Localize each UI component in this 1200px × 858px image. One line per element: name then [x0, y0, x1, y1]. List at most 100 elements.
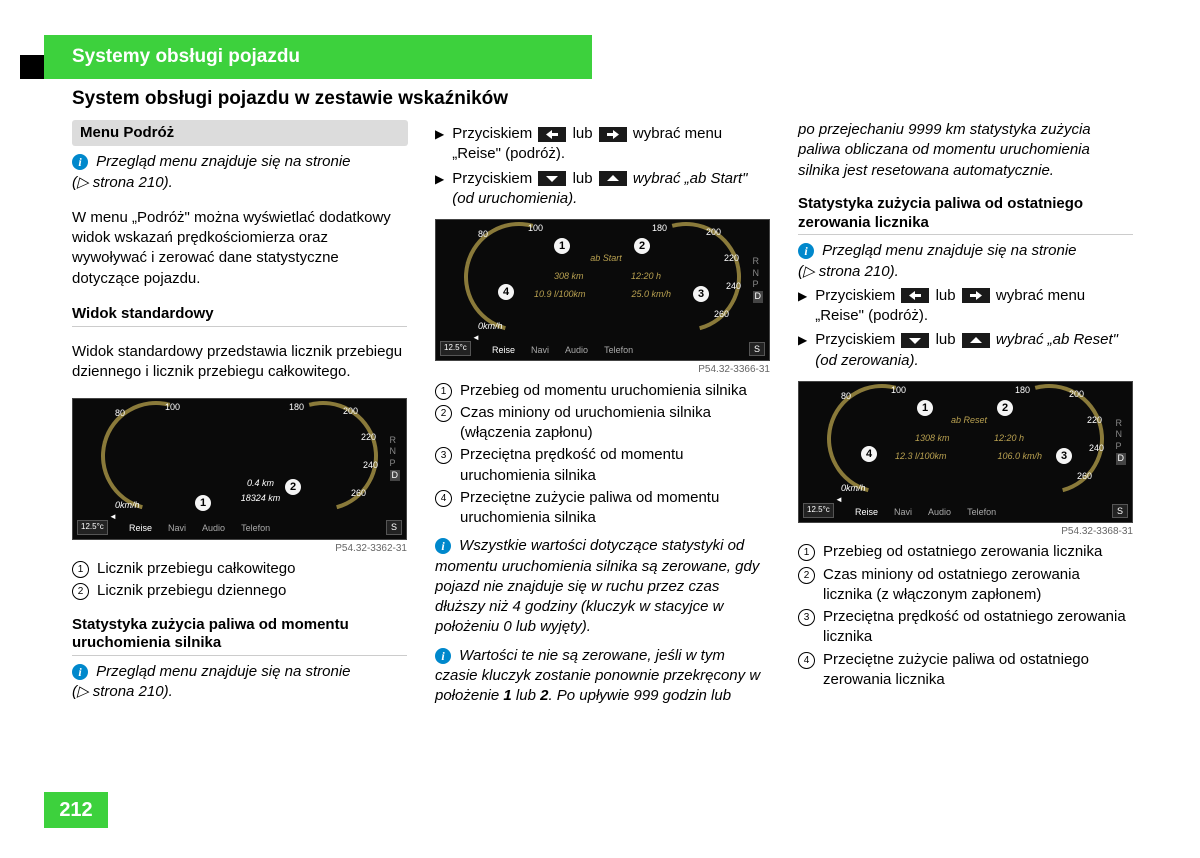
marker-3: 3	[693, 286, 709, 302]
marker-2: 2	[285, 479, 301, 495]
figure-code-3: P54.32-3368-31	[798, 525, 1133, 539]
down-button-icon	[901, 333, 929, 348]
column-1: Menu Podróż i Przegląd menu znajduje się…	[72, 120, 407, 706]
info-text: Przegląd menu znajduje się na stronie	[96, 153, 350, 170]
tick: 240	[726, 280, 741, 292]
section-title: System obsługi pojazdu w zestawie wskaźn…	[72, 88, 508, 110]
zero-kmh: 0km/h	[841, 482, 866, 494]
page-edge-marker	[20, 55, 44, 79]
para-continuation: po przejechaniu 9999 km statystyka zużyc…	[798, 120, 1133, 181]
tick: 220	[724, 252, 739, 264]
tick: 200	[343, 405, 358, 417]
tick: 80	[841, 390, 851, 402]
step-text: Przyciskiem lub wybrać menu „Reise" (pod…	[452, 124, 770, 165]
gear-indicator: RNPD	[390, 435, 401, 482]
bullet-arrow-icon: ▶	[798, 288, 807, 304]
marker-1: 1	[917, 400, 933, 416]
tick: 100	[528, 222, 543, 234]
info-icon: i	[72, 154, 88, 170]
info-note-5: i Przegląd menu znajduje się na stronie …	[798, 241, 1133, 282]
tick: 200	[706, 226, 721, 238]
bullet-arrow-icon: ▶	[435, 126, 444, 142]
value-km: 1308 km	[915, 432, 950, 444]
step-item: ▶ Przyciskiem lub wybrać „ab Reset" (od …	[798, 330, 1133, 371]
legend-num: 1	[72, 561, 89, 578]
zero-kmh: 0km/h	[478, 320, 503, 332]
s-badge: S	[386, 520, 402, 534]
info-icon: i	[435, 648, 451, 664]
step-item: ▶ Przyciskiem lub wybrać „ab Start" (od …	[435, 169, 770, 210]
gear-indicator: RNPD	[1116, 418, 1127, 465]
tick: 180	[1015, 384, 1030, 396]
tick: 240	[1089, 442, 1104, 454]
right-button-icon	[599, 127, 627, 142]
step-text: Przyciskiem lub wybrać „ab Reset" (od ze…	[815, 330, 1133, 371]
legend-item: 2Czas miniony od ostatniego zerowania li…	[798, 565, 1133, 606]
figure-code-2: P54.32-3366-31	[435, 363, 770, 377]
info-text: Przegląd menu znajduje się na stronie	[822, 242, 1076, 259]
up-button-icon	[599, 171, 627, 186]
value-speed: 106.0 km/h	[997, 450, 1042, 462]
marker-3: 3	[1056, 448, 1072, 464]
dashboard-figure-2: 80 100 180 200 220 240 260 ab Start 308 …	[435, 219, 770, 361]
info-ref: (▷ strona 210).	[72, 683, 173, 700]
tick: 100	[165, 401, 180, 413]
step-text: Przyciskiem lub wybrać menu „Reise" (pod…	[815, 286, 1133, 327]
column-3: po przejechaniu 9999 km statystyka zużyc…	[798, 120, 1133, 706]
gear-indicator: RNPD	[753, 256, 764, 303]
info-text: Wszystkie wartości dotyczące statystyki …	[435, 537, 759, 635]
ab-start-label: ab Start	[571, 252, 641, 264]
temp-display: 12.5°c	[440, 341, 471, 356]
menu-header: Menu Podróż	[72, 120, 408, 146]
dashboard-menu: ReiseNaviAudioTelefon	[492, 344, 633, 356]
legend-item: 1Przebieg od ostatniego zerowania liczni…	[798, 542, 1133, 562]
bullet-arrow-icon: ▶	[798, 332, 807, 348]
marker-2: 2	[997, 400, 1013, 416]
info-note-3: i Wszystkie wartości dotyczące statystyk…	[435, 536, 770, 637]
marker-4: 4	[498, 284, 514, 300]
bullet-arrow-icon: ▶	[435, 171, 444, 187]
tick: 200	[1069, 388, 1084, 400]
marker-1: 1	[554, 238, 570, 254]
info-text: Wartości te nie są zerowane, jeśli w tym…	[435, 647, 760, 705]
para-intro: W menu „Podróż" można wyświetlać dodatko…	[72, 208, 407, 289]
legend-item: 2Czas miniony od uruchomienia silnika (w…	[435, 403, 770, 444]
legend-item: 1Przebieg od momentu uruchomienia silnik…	[435, 381, 770, 401]
zero-kmh: 0km/h	[115, 499, 140, 511]
tick: 220	[1087, 414, 1102, 426]
legend-text: Licznik przebiegu całkowitego	[97, 559, 295, 579]
value-speed: 25.0 km/h	[631, 288, 671, 300]
left-button-icon	[538, 127, 566, 142]
para-widok: Widok standardowy przedstawia licznik pr…	[72, 342, 407, 383]
value-consumption: 10.9 l/100km	[534, 288, 586, 300]
value-time: 12:20 h	[631, 270, 661, 282]
temp-display: 12.5°c	[77, 520, 108, 535]
info-note: i Przegląd menu znajduje się na stronie …	[72, 152, 407, 193]
right-button-icon	[962, 288, 990, 303]
tick: 180	[652, 222, 667, 234]
tick: 80	[115, 407, 125, 419]
tick: 100	[891, 384, 906, 396]
dashboard-figure-3: 80 100 180 200 220 240 260 ab Reset 1308…	[798, 381, 1133, 523]
legend-text: Licznik przebiegu dziennego	[97, 581, 286, 601]
info-icon: i	[72, 664, 88, 680]
info-note-4: i Wartości te nie są zerowane, jeśli w t…	[435, 646, 770, 707]
section-stat-reset: Statystyka zużycia paliwa od ostatniego …	[798, 195, 1133, 236]
s-badge: S	[1112, 504, 1128, 518]
step-item: ▶ Przyciskiem lub wybrać menu „Reise" (p…	[435, 124, 770, 165]
up-button-icon	[962, 333, 990, 348]
tick: 240	[363, 459, 378, 471]
marker-2: 2	[634, 238, 650, 254]
marker-1: 1	[195, 495, 211, 511]
figure-code-1: P54.32-3362-31	[72, 542, 407, 556]
left-button-icon	[901, 288, 929, 303]
info-icon: i	[798, 243, 814, 259]
value-consumption: 12.3 l/100km	[895, 450, 947, 462]
dashboard-menu: ReiseNaviAudioTelefon	[129, 522, 270, 534]
tick: 180	[289, 401, 304, 413]
step-text: Przyciskiem lub wybrać „ab Start" (od ur…	[452, 169, 770, 210]
tick: 220	[361, 431, 376, 443]
marker-4: 4	[861, 446, 877, 462]
tick: 260	[1077, 470, 1092, 482]
dashboard-menu: ReiseNaviAudioTelefon	[855, 506, 996, 518]
